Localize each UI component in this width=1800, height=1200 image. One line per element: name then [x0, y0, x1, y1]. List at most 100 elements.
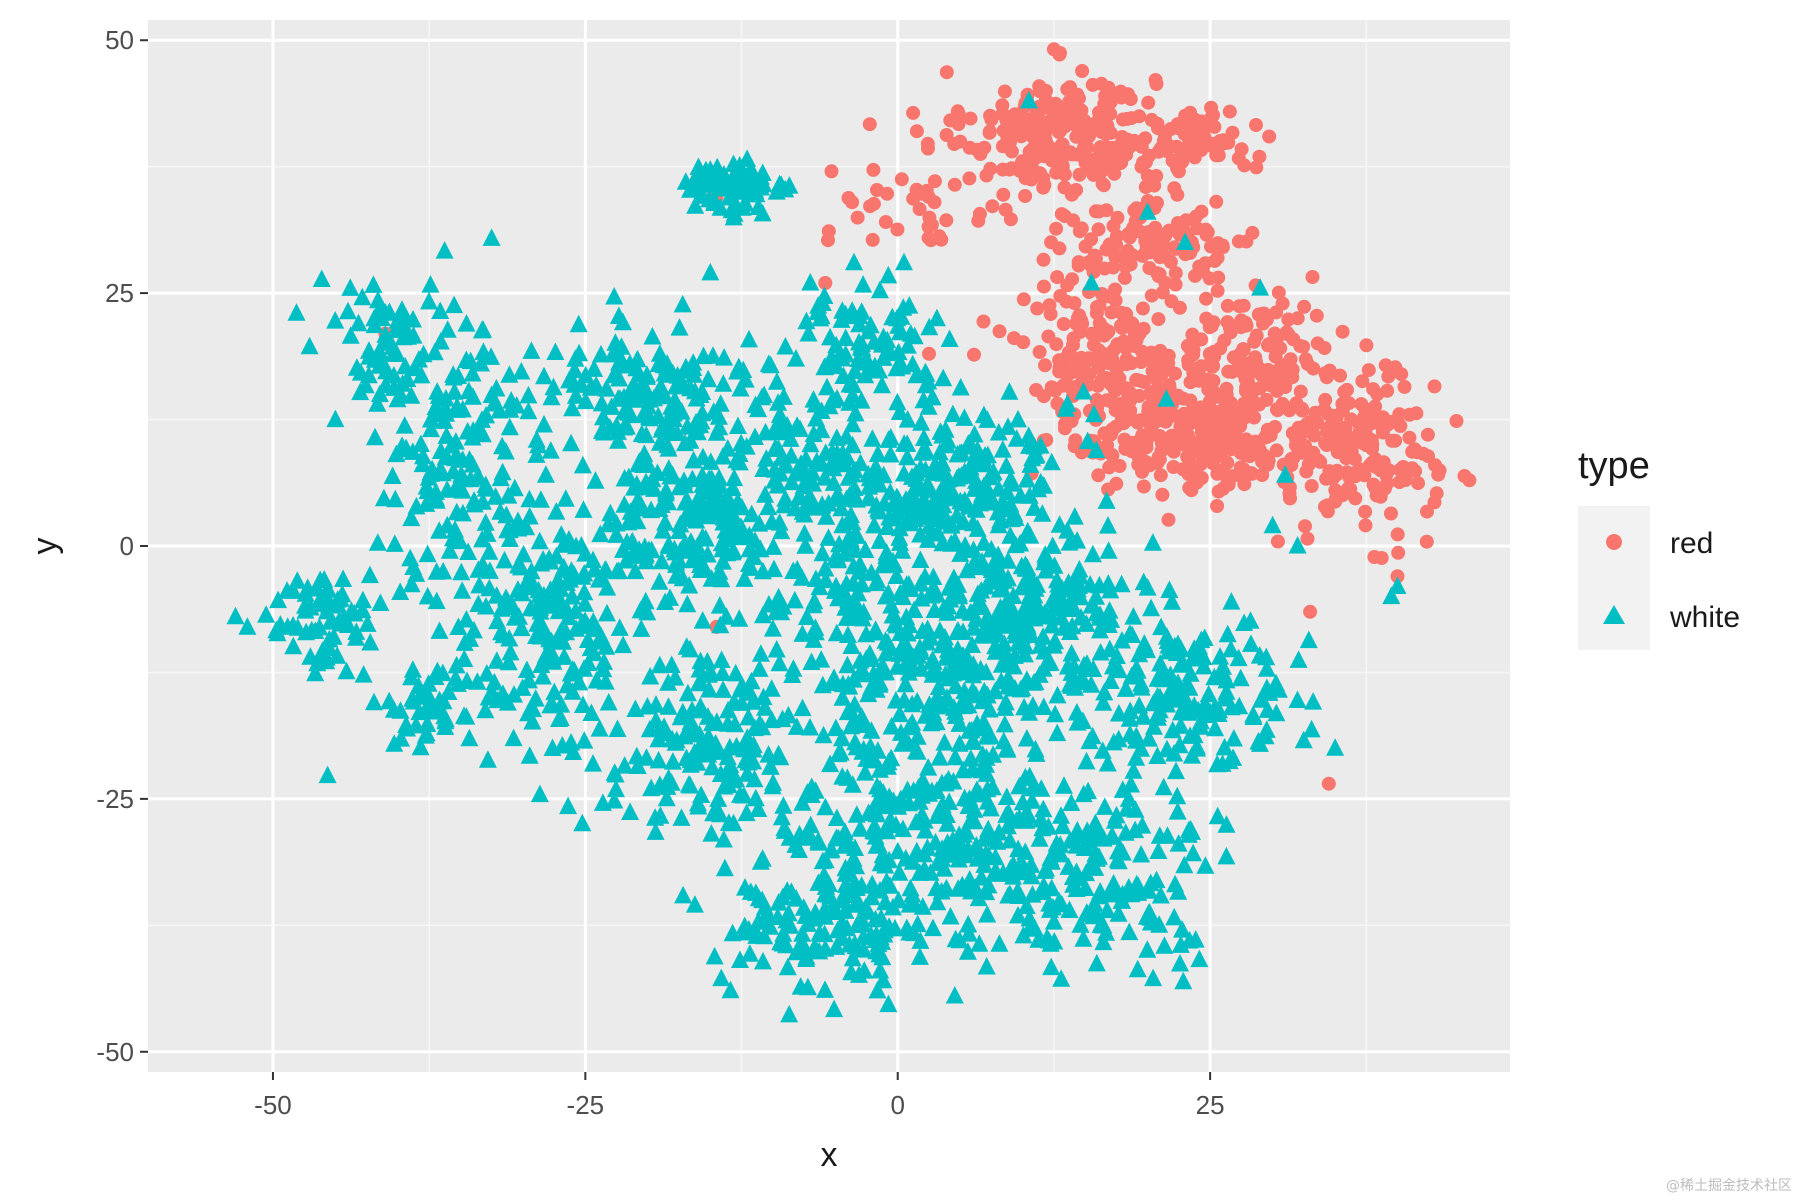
data-point-white — [585, 559, 604, 578]
data-point-white — [1140, 729, 1158, 747]
data-point-red — [1132, 109, 1147, 124]
data-point-white — [915, 844, 934, 863]
data-point-white — [480, 561, 499, 579]
data-point-white — [740, 944, 759, 962]
data-point-white — [670, 318, 689, 336]
data-point-white — [831, 344, 850, 363]
data-point-red — [1143, 353, 1158, 368]
data-point-white — [284, 636, 303, 655]
data-point-red — [1236, 342, 1251, 357]
data-point-white — [1241, 611, 1260, 629]
data-point-white — [1068, 531, 1087, 549]
data-point-white — [746, 883, 765, 901]
data-point-red — [1120, 111, 1135, 126]
data-point-white — [839, 625, 857, 643]
data-point-white — [787, 349, 805, 367]
data-point-white — [1186, 930, 1205, 948]
data-point-red — [1016, 335, 1031, 350]
data-point-red — [1164, 294, 1179, 309]
data-point-white — [573, 455, 592, 474]
data-point-white — [998, 816, 1017, 835]
data-point-white — [905, 600, 924, 618]
data-point-red — [1037, 178, 1052, 192]
data-point-white — [1217, 846, 1236, 865]
data-point-white — [797, 607, 816, 625]
data-point-white — [594, 659, 613, 678]
data-point-white — [1052, 969, 1071, 987]
data-point-white — [912, 496, 931, 514]
data-point-white — [824, 473, 843, 491]
data-point-white — [860, 468, 879, 487]
data-point-white — [868, 980, 887, 999]
data-point-white — [698, 652, 717, 670]
data-point-white — [519, 401, 538, 420]
data-point-white — [880, 787, 899, 805]
data-point-white — [700, 494, 719, 512]
data-point-white — [1085, 404, 1103, 423]
data-point-white — [977, 882, 996, 901]
data-point-white — [732, 693, 751, 711]
data-point-white — [1199, 684, 1218, 703]
data-point-white — [693, 382, 712, 400]
data-point-white — [888, 841, 907, 860]
data-point-white — [662, 655, 681, 673]
data-point-white — [500, 529, 519, 547]
data-point-white — [1079, 781, 1098, 800]
data-point-red — [1374, 551, 1389, 565]
data-point-white — [436, 389, 455, 407]
data-point-white — [1117, 799, 1136, 817]
data-point-white — [226, 606, 245, 625]
data-point-red — [1368, 459, 1383, 474]
data-point-white — [933, 533, 952, 552]
x-tick-label: 25 — [1196, 1090, 1225, 1120]
data-point-white — [376, 303, 395, 321]
data-point-white — [653, 417, 672, 435]
data-point-white — [609, 561, 628, 579]
data-point-white — [712, 569, 731, 588]
data-point-white — [1288, 690, 1307, 708]
data-point-red — [1188, 268, 1202, 283]
data-point-white — [455, 469, 473, 488]
data-point-white — [1162, 679, 1181, 697]
data-point-red — [1091, 222, 1106, 237]
data-point-white — [545, 682, 564, 701]
data-point-white — [657, 483, 675, 502]
data-point-white — [793, 793, 812, 811]
data-point-white — [434, 691, 453, 710]
data-point-white — [477, 664, 496, 682]
data-point-white — [988, 566, 1007, 584]
data-point-white — [1064, 597, 1083, 616]
data-point-white — [999, 417, 1017, 435]
data-point-red — [992, 324, 1007, 339]
data-point-red — [1141, 404, 1156, 419]
data-point-white — [714, 680, 733, 698]
data-point-white — [816, 559, 835, 577]
data-point-white — [961, 749, 980, 767]
data-point-white — [402, 508, 421, 527]
data-point-white — [470, 468, 488, 486]
data-point-white — [715, 348, 734, 366]
data-point-white — [610, 618, 629, 636]
data-point-white — [836, 304, 855, 323]
data-point-white — [658, 357, 676, 375]
data-point-white — [1036, 861, 1055, 879]
data-point-white — [238, 617, 257, 635]
data-point-white — [733, 676, 751, 694]
data-point-white — [689, 157, 708, 175]
data-point-white — [888, 308, 907, 327]
data-point-white — [1099, 516, 1117, 534]
data-point-red — [1238, 447, 1253, 462]
data-point-white — [1128, 661, 1147, 679]
data-point-white — [778, 957, 797, 976]
data-point-white — [1058, 657, 1077, 675]
data-point-white — [745, 718, 764, 737]
data-point-red — [1309, 308, 1324, 323]
data-point-white — [985, 623, 1004, 641]
data-point-white — [863, 429, 882, 447]
data-point-red — [1137, 375, 1152, 389]
data-point-white — [710, 596, 729, 614]
data-point-red — [1411, 476, 1425, 491]
data-point-white — [680, 361, 699, 379]
data-point-red — [1103, 427, 1118, 442]
data-point-white — [601, 503, 620, 522]
